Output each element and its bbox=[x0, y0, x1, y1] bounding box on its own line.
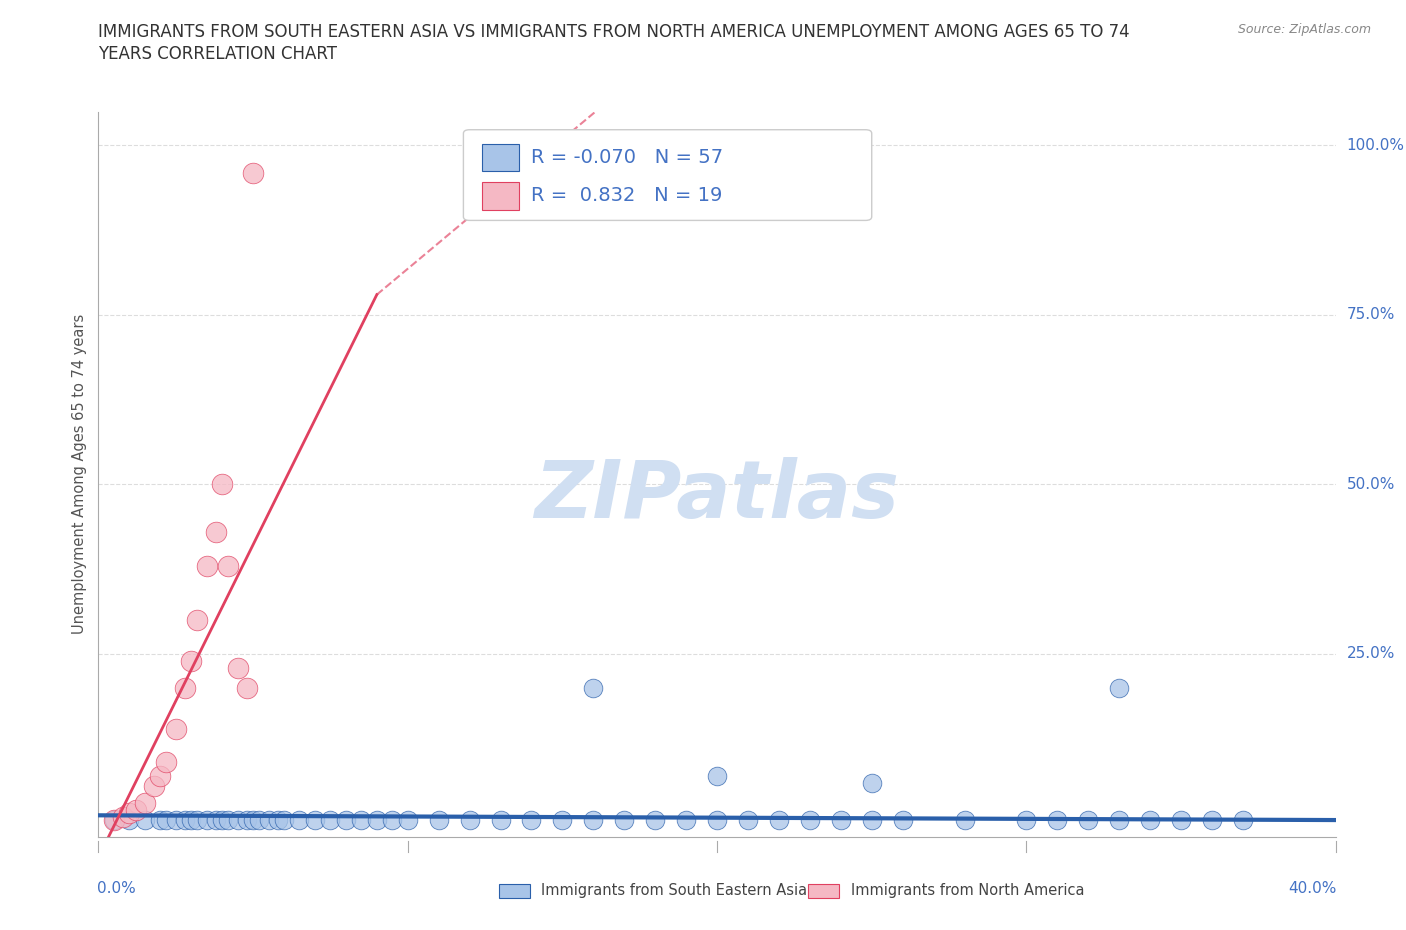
FancyBboxPatch shape bbox=[482, 182, 519, 209]
Text: ZIPatlas: ZIPatlas bbox=[534, 457, 900, 535]
Text: 75.0%: 75.0% bbox=[1347, 308, 1395, 323]
Point bbox=[1108, 813, 1130, 828]
Point bbox=[242, 813, 264, 828]
Point bbox=[288, 813, 311, 828]
Point bbox=[953, 813, 976, 828]
Point bbox=[1077, 813, 1099, 828]
Point bbox=[165, 721, 187, 736]
Text: 50.0%: 50.0% bbox=[1347, 477, 1395, 492]
Point bbox=[149, 813, 172, 828]
Point bbox=[180, 813, 202, 828]
Point bbox=[205, 813, 228, 828]
Point bbox=[551, 813, 574, 828]
Point bbox=[226, 813, 249, 828]
Point bbox=[112, 809, 135, 824]
Point bbox=[118, 805, 141, 820]
Point bbox=[860, 776, 883, 790]
Point bbox=[186, 813, 208, 828]
Point bbox=[1139, 813, 1161, 828]
Point bbox=[211, 813, 233, 828]
Point bbox=[319, 813, 342, 828]
Point bbox=[366, 813, 388, 828]
Point bbox=[613, 813, 636, 828]
Text: 100.0%: 100.0% bbox=[1347, 138, 1405, 153]
Point bbox=[174, 813, 197, 828]
FancyBboxPatch shape bbox=[464, 130, 872, 220]
Point bbox=[211, 477, 233, 492]
Point bbox=[1108, 681, 1130, 696]
Point bbox=[768, 813, 790, 828]
Point bbox=[134, 813, 156, 828]
FancyBboxPatch shape bbox=[482, 143, 519, 171]
Text: 25.0%: 25.0% bbox=[1347, 646, 1395, 661]
Point bbox=[273, 813, 295, 828]
Point bbox=[186, 613, 208, 628]
Point bbox=[247, 813, 270, 828]
Point bbox=[706, 813, 728, 828]
Point bbox=[1046, 813, 1069, 828]
Point bbox=[675, 813, 697, 828]
Point bbox=[118, 813, 141, 828]
Point bbox=[350, 813, 373, 828]
Text: 0.0%: 0.0% bbox=[97, 881, 136, 896]
Point bbox=[174, 681, 197, 696]
Point bbox=[1232, 813, 1254, 828]
Text: YEARS CORRELATION CHART: YEARS CORRELATION CHART bbox=[98, 45, 337, 62]
Point bbox=[396, 813, 419, 828]
Point bbox=[1170, 813, 1192, 828]
Point bbox=[226, 660, 249, 675]
Point bbox=[891, 813, 914, 828]
Point bbox=[103, 813, 125, 828]
Point bbox=[706, 768, 728, 783]
Point bbox=[520, 813, 543, 828]
Point bbox=[489, 813, 512, 828]
Point bbox=[134, 796, 156, 811]
Text: Immigrants from North America: Immigrants from North America bbox=[851, 884, 1084, 898]
Text: IMMIGRANTS FROM SOUTH EASTERN ASIA VS IMMIGRANTS FROM NORTH AMERICA UNEMPLOYMENT: IMMIGRANTS FROM SOUTH EASTERN ASIA VS IM… bbox=[98, 23, 1130, 41]
Text: 40.0%: 40.0% bbox=[1288, 881, 1337, 896]
Point bbox=[1201, 813, 1223, 828]
Point bbox=[737, 813, 759, 828]
Point bbox=[217, 558, 239, 573]
Point bbox=[304, 813, 326, 828]
Point bbox=[830, 813, 852, 828]
Point bbox=[582, 681, 605, 696]
Point bbox=[155, 813, 177, 828]
Point bbox=[381, 813, 404, 828]
Point bbox=[860, 813, 883, 828]
Point bbox=[267, 813, 290, 828]
Point bbox=[242, 166, 264, 180]
Point bbox=[180, 653, 202, 668]
Point bbox=[155, 755, 177, 770]
Point bbox=[195, 558, 218, 573]
Point bbox=[217, 813, 239, 828]
Point bbox=[205, 525, 228, 539]
Point bbox=[458, 813, 481, 828]
Point bbox=[124, 803, 146, 817]
Point bbox=[799, 813, 821, 828]
Point bbox=[644, 813, 666, 828]
Point bbox=[165, 813, 187, 828]
Point bbox=[195, 813, 218, 828]
Text: R = -0.070   N = 57: R = -0.070 N = 57 bbox=[531, 148, 724, 166]
Text: Immigrants from South Eastern Asia: Immigrants from South Eastern Asia bbox=[541, 884, 807, 898]
Point bbox=[149, 768, 172, 783]
Point bbox=[427, 813, 450, 828]
Point bbox=[143, 778, 166, 793]
Text: Source: ZipAtlas.com: Source: ZipAtlas.com bbox=[1237, 23, 1371, 36]
Y-axis label: Unemployment Among Ages 65 to 74 years: Unemployment Among Ages 65 to 74 years bbox=[72, 314, 87, 634]
Point bbox=[582, 813, 605, 828]
Point bbox=[1015, 813, 1038, 828]
Point bbox=[335, 813, 357, 828]
Point bbox=[236, 681, 259, 696]
Point bbox=[257, 813, 280, 828]
Text: R =  0.832   N = 19: R = 0.832 N = 19 bbox=[531, 185, 723, 205]
Point bbox=[236, 813, 259, 828]
Point bbox=[103, 813, 125, 828]
